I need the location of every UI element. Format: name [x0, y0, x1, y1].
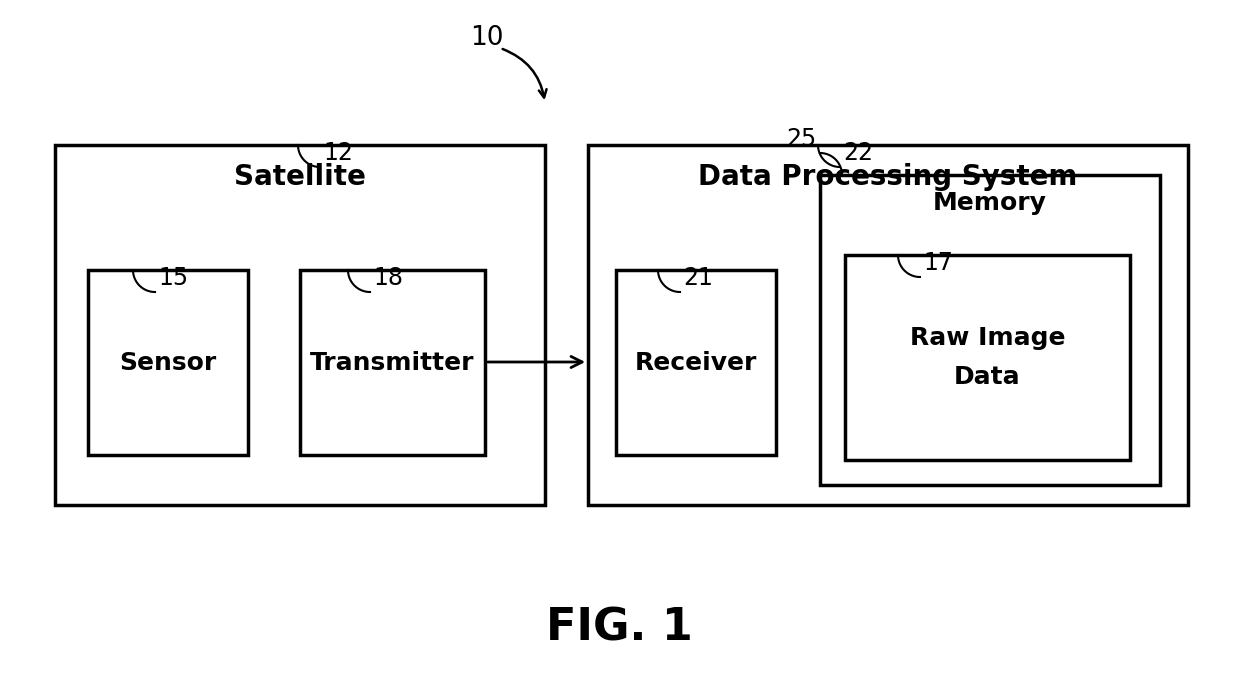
Text: Receiver: Receiver	[634, 351, 757, 374]
Text: 18: 18	[373, 266, 403, 290]
Text: 17: 17	[923, 251, 953, 275]
Text: Satellite: Satellite	[234, 163, 366, 191]
Text: Data Processing System: Data Processing System	[699, 163, 1078, 191]
Bar	[820, 175, 1160, 485]
Bar	[589, 145, 1188, 505]
Text: Raw Image
Data: Raw Image Data	[909, 326, 1066, 389]
Text: FIG. 1: FIG. 1	[545, 607, 693, 649]
Text: 12: 12	[323, 141, 353, 165]
Bar	[300, 270, 484, 455]
Text: 21: 21	[683, 266, 712, 290]
Bar	[616, 270, 776, 455]
Text: Sensor: Sensor	[119, 351, 217, 374]
Bar	[88, 270, 248, 455]
Text: Transmitter: Transmitter	[310, 351, 475, 374]
Bar	[55, 145, 545, 505]
Text: 10: 10	[470, 25, 503, 51]
Text: 15: 15	[159, 266, 188, 290]
Text: 25: 25	[787, 127, 817, 151]
Bar	[845, 255, 1130, 460]
Text: 22: 22	[843, 141, 873, 165]
Text: Memory: Memory	[933, 191, 1047, 215]
